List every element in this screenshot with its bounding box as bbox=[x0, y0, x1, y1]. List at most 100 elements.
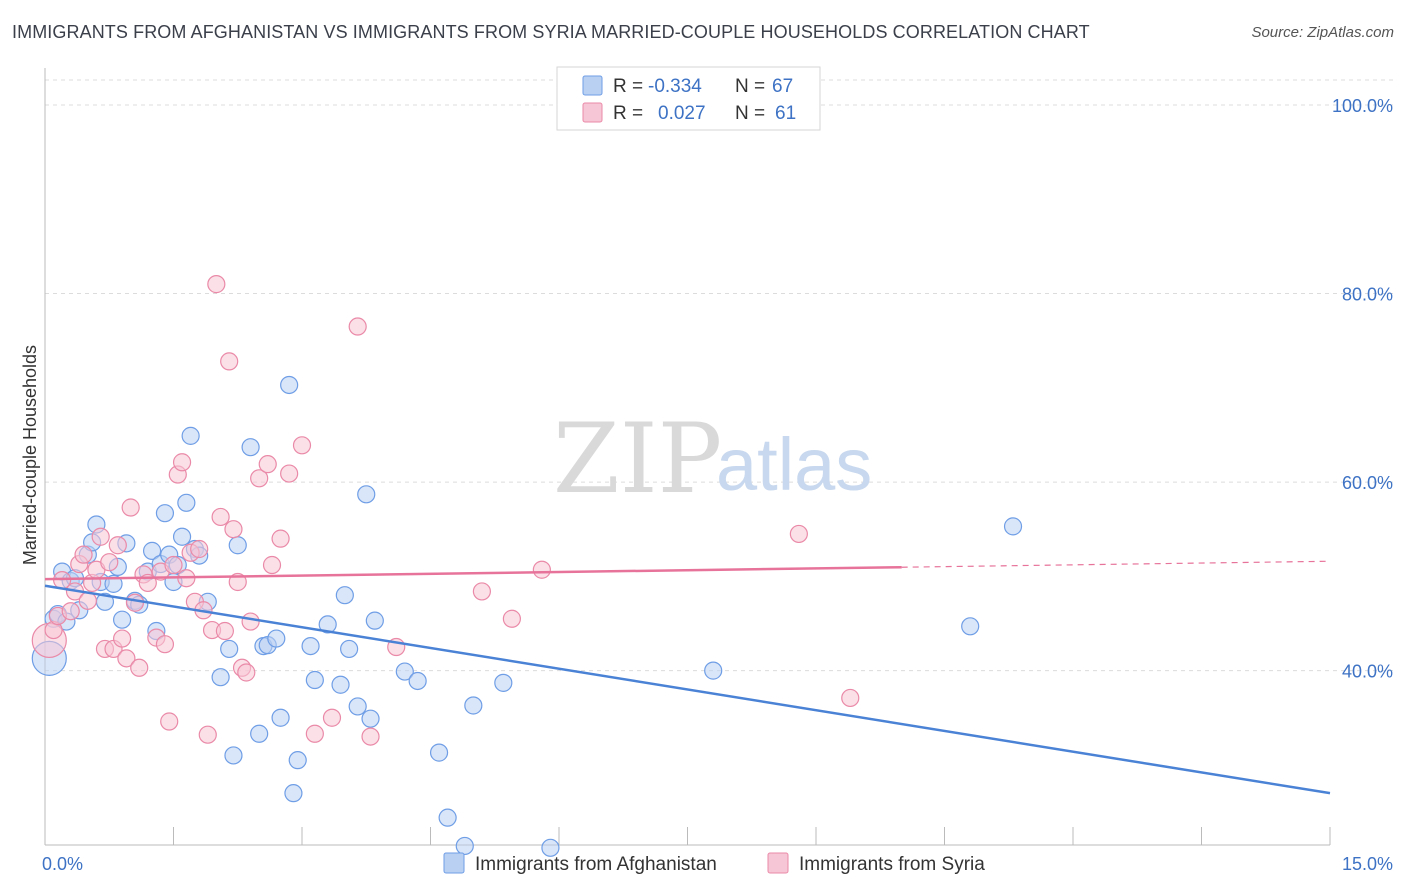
y-tick-label: 80.0% bbox=[1342, 285, 1393, 305]
stats-swatch-afghanistan bbox=[582, 75, 603, 96]
data-point bbox=[348, 697, 367, 716]
data-point bbox=[502, 609, 521, 628]
data-point bbox=[408, 671, 427, 691]
data-point bbox=[961, 617, 980, 636]
data-point bbox=[455, 836, 474, 856]
data-point bbox=[305, 724, 324, 743]
data-point bbox=[220, 639, 239, 659]
stats-r-label-syria: R = bbox=[613, 103, 643, 124]
data-point bbox=[395, 662, 414, 681]
data-point bbox=[464, 696, 483, 715]
data-point bbox=[280, 464, 299, 483]
x-tick-labels: 0.0% 15.0% bbox=[42, 854, 1393, 874]
series-syria-points bbox=[31, 275, 860, 746]
data-point bbox=[108, 536, 127, 555]
data-point bbox=[361, 709, 380, 728]
data-point bbox=[215, 621, 234, 641]
data-point bbox=[472, 582, 491, 601]
legend-label-syria: Immigrants from Syria bbox=[799, 854, 985, 875]
data-point bbox=[494, 673, 513, 692]
data-point bbox=[91, 527, 110, 546]
data-point bbox=[224, 746, 243, 765]
data-point bbox=[74, 545, 93, 564]
source-credit: Source: ZipAtlas.com bbox=[1251, 24, 1394, 41]
trend-line bbox=[44, 584, 1331, 795]
y-tick-label: 60.0% bbox=[1342, 473, 1393, 493]
grid-lines bbox=[45, 79, 1395, 672]
y-tick-labels: 100.0% 80.0% 60.0% 40.0% bbox=[1332, 96, 1393, 682]
stats-r-value-syria: 0.027 bbox=[658, 103, 706, 124]
data-point bbox=[331, 675, 350, 694]
data-point bbox=[211, 668, 230, 687]
data-point bbox=[177, 493, 196, 512]
data-point bbox=[125, 593, 145, 612]
data-point bbox=[361, 727, 380, 746]
x-tick-label: 15.0% bbox=[1342, 854, 1393, 874]
stats-r-value-afghanistan: -0.334 bbox=[648, 76, 702, 97]
data-point bbox=[160, 712, 179, 731]
data-point bbox=[271, 529, 290, 548]
data-point bbox=[292, 436, 312, 455]
data-point bbox=[305, 670, 324, 690]
data-point bbox=[789, 524, 808, 544]
data-point bbox=[198, 725, 217, 744]
data-point bbox=[121, 498, 140, 517]
data-point bbox=[258, 455, 277, 474]
stats-n-value-syria: 61 bbox=[775, 103, 796, 124]
series-afghanistan-points bbox=[31, 375, 1023, 857]
data-point bbox=[237, 663, 256, 682]
data-point bbox=[348, 317, 367, 336]
data-point bbox=[228, 536, 247, 555]
data-point bbox=[250, 469, 269, 488]
data-point bbox=[220, 352, 239, 371]
stats-n-label-afghanistan: N = bbox=[735, 76, 765, 97]
data-point bbox=[340, 639, 359, 659]
data-point bbox=[117, 649, 136, 668]
data-point bbox=[322, 708, 342, 727]
data-point bbox=[112, 629, 132, 648]
legend-label-afghanistan: Immigrants from Afghanistan bbox=[475, 854, 717, 875]
data-point bbox=[155, 504, 175, 523]
data-point bbox=[61, 602, 80, 621]
chart-title: IMMIGRANTS FROM AFGHANISTAN VS IMMIGRANT… bbox=[12, 22, 1090, 42]
data-point bbox=[429, 743, 449, 762]
data-point bbox=[164, 555, 183, 575]
data-point bbox=[438, 808, 457, 827]
y-tick-label: 100.0% bbox=[1332, 96, 1393, 116]
data-point bbox=[181, 426, 200, 445]
axes bbox=[44, 68, 1331, 846]
data-point bbox=[104, 574, 123, 593]
watermark: ZIP atlas bbox=[553, 403, 872, 515]
data-point bbox=[1003, 517, 1023, 536]
data-point bbox=[172, 453, 192, 472]
watermark-zip: ZIP bbox=[553, 403, 722, 515]
data-point bbox=[112, 610, 132, 629]
data-point bbox=[155, 635, 175, 654]
data-point bbox=[271, 708, 290, 727]
data-point bbox=[318, 615, 337, 634]
data-point bbox=[704, 661, 723, 680]
data-point bbox=[288, 751, 307, 770]
data-point bbox=[241, 612, 260, 631]
data-point bbox=[365, 611, 384, 630]
data-point bbox=[224, 520, 243, 539]
data-point bbox=[190, 539, 209, 559]
data-point bbox=[207, 275, 226, 294]
data-point bbox=[262, 555, 282, 575]
data-point bbox=[280, 375, 299, 395]
stats-n-label-syria: N = bbox=[735, 103, 765, 124]
stats-swatch-syria bbox=[582, 102, 603, 123]
data-point bbox=[284, 784, 303, 803]
y-axis-label: Married-couple Households bbox=[20, 345, 40, 565]
trend-line-solid bbox=[44, 565, 902, 581]
legend-swatch-syria bbox=[767, 852, 789, 874]
bottom-legend: Immigrants from Afghanistan Immigrants f… bbox=[443, 852, 985, 875]
trend-lines bbox=[44, 560, 1331, 795]
y-tick-label: 40.0% bbox=[1342, 662, 1393, 682]
watermark-atlas: atlas bbox=[716, 423, 872, 506]
legend-swatch-afghanistan bbox=[443, 852, 465, 874]
data-point bbox=[532, 560, 551, 579]
data-point bbox=[130, 658, 149, 677]
data-point bbox=[241, 438, 260, 457]
